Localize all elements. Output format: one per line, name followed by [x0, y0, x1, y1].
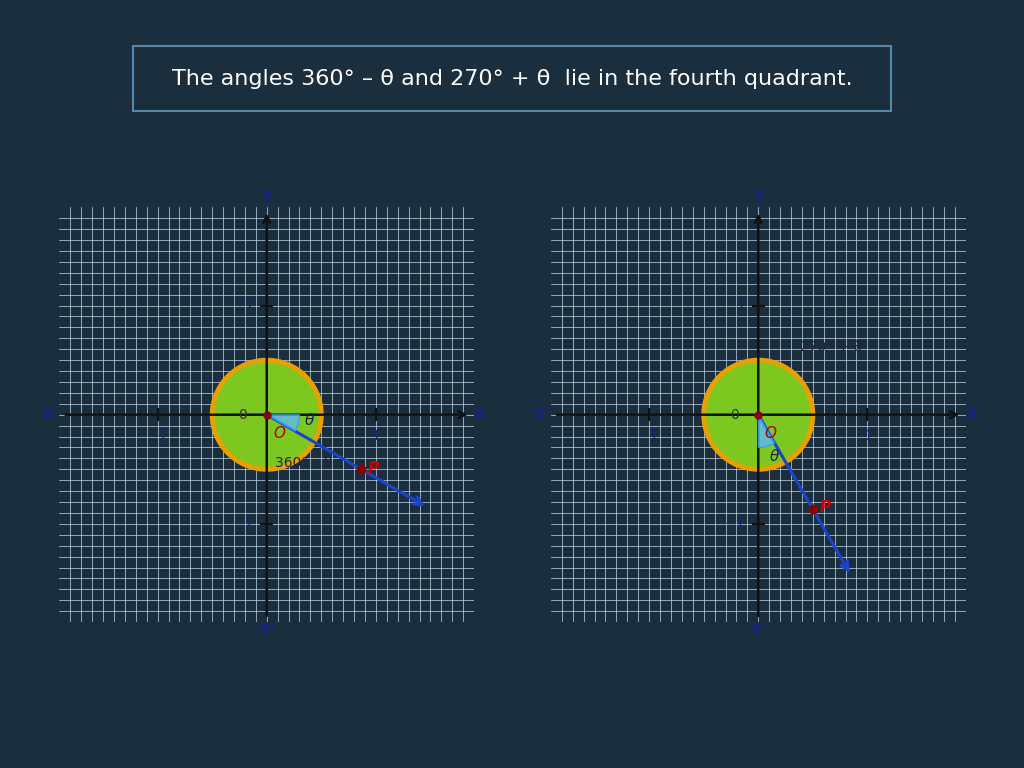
Text: 0: 0 — [239, 408, 247, 422]
Circle shape — [703, 360, 813, 469]
Text: −1: −1 — [725, 517, 745, 531]
Text: 1: 1 — [372, 429, 380, 443]
Text: 270° + θ: 270° + θ — [800, 340, 862, 354]
Text: −1: −1 — [639, 429, 659, 443]
Text: Y': Y' — [750, 622, 767, 640]
Text: −1: −1 — [233, 517, 254, 531]
Text: Y: Y — [753, 190, 764, 207]
Wedge shape — [758, 415, 774, 448]
Text: $\theta$: $\theta$ — [769, 449, 780, 464]
Text: X: X — [474, 406, 487, 424]
Text: 1: 1 — [863, 429, 871, 443]
Text: X: X — [966, 406, 979, 424]
Text: 1: 1 — [245, 299, 254, 313]
Wedge shape — [266, 415, 299, 431]
Text: 360° – θ: 360° – θ — [275, 456, 333, 470]
Text: O: O — [273, 425, 286, 441]
Text: Y: Y — [261, 190, 272, 207]
Text: X': X' — [41, 406, 59, 424]
Text: P: P — [819, 499, 830, 515]
Text: The angles 360° – θ and 270° + θ  lie in the fourth quadrant.: The angles 360° – θ and 270° + θ lie in … — [172, 68, 852, 89]
Text: O: O — [765, 425, 777, 441]
Text: P: P — [368, 461, 379, 475]
Text: Y': Y' — [258, 622, 275, 640]
Text: $\theta$: $\theta$ — [304, 412, 315, 429]
Text: X': X' — [532, 406, 551, 424]
Text: 0: 0 — [730, 408, 738, 422]
Circle shape — [212, 360, 322, 469]
Text: 1: 1 — [736, 299, 745, 313]
Text: −1: −1 — [147, 429, 168, 443]
